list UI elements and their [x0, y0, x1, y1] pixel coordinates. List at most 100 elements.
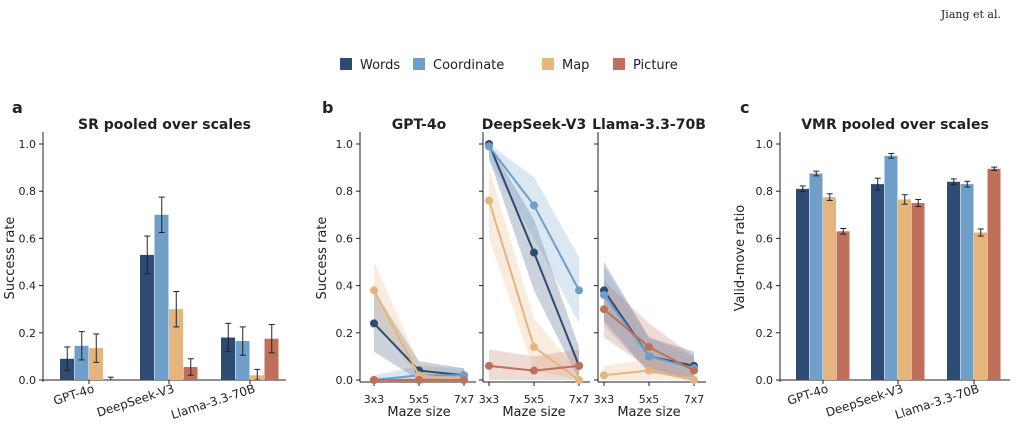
- panel-a-bar-words: [140, 254, 154, 380]
- panel-c-ylabel: Valid-move ratio: [733, 205, 748, 311]
- panel-b-sub1-point-picture: [415, 376, 423, 384]
- legend-label-picture: Picture: [633, 58, 678, 73]
- panel-b-sub2-point-map: [530, 342, 538, 351]
- panel-b-sub1-ytick-label: 0.4: [336, 280, 354, 293]
- panel-b-sub3-point-coordinate: [600, 291, 608, 300]
- panel-b-sub2-xtick-label: 3x3: [479, 393, 500, 406]
- panel-c-bar-picture: [911, 203, 925, 380]
- panel-c-bar-coordinate: [809, 173, 823, 380]
- panel-c-bar-coordinate: [884, 155, 898, 380]
- panel-c-ytick-label: 1.0: [756, 138, 774, 151]
- panel-b-sub2-point-picture: [485, 361, 493, 370]
- panel-a-ytick-label: 0.4: [19, 280, 37, 293]
- panel-c-bar-picture: [987, 168, 1001, 380]
- panel-b-sub2-point-picture: [575, 361, 583, 370]
- panel-b-sub2-band-coordinate: [489, 144, 579, 324]
- panel-a-ytick-label: 0.0: [19, 374, 37, 387]
- panel-a-bar-map: [169, 309, 183, 380]
- panel-c-ytick-label: 0.6: [756, 232, 774, 245]
- panel-a-bar-coordinate: [74, 345, 89, 380]
- panel-b-sub1-ytick-label: 0.0: [336, 374, 354, 387]
- panel-b-sub1-point-picture: [370, 376, 378, 384]
- legend-swatch-words: [340, 58, 352, 70]
- panel-c-letter: c: [740, 98, 749, 117]
- panel-c-ytick-label: 0.8: [756, 185, 774, 198]
- panel-b-sub2-xlabel: Maze size: [502, 405, 565, 420]
- panel-b-sub1-title: GPT-4o: [392, 117, 447, 133]
- panel-b-sub1-xtick-label: 5x5: [409, 393, 430, 406]
- panel-a-xtick-label: DeepSeek-V3: [95, 382, 176, 420]
- panel-c-xtick-label: Llama-3.3-70B: [893, 382, 981, 422]
- panel-c-bar-words: [796, 188, 809, 380]
- panel-b-sub3-title: Llama-3.3-70B: [592, 117, 706, 133]
- panel-b-sub2-point-coordinate: [575, 286, 583, 295]
- panel-b-sub3-band-picture: [604, 280, 694, 380]
- panel-c-bar-map: [974, 232, 987, 380]
- panel-a-xtick-label: GPT-4o: [52, 382, 96, 408]
- panel-a-bar-coordinate: [154, 214, 169, 380]
- panel-b-sub1-point-map: [370, 286, 378, 295]
- panel-b-sub1-xtick-label: 7x7: [454, 393, 475, 406]
- panel-b-sub2-band-map: [489, 167, 579, 380]
- panel-a-title: SR pooled over scales: [78, 117, 251, 133]
- panel-c-title: VMR pooled over scales: [801, 117, 989, 133]
- panel-b-sub2-xtick-label: 5x5: [524, 393, 545, 406]
- panel-c-xtick-label: GPT-4o: [786, 382, 830, 408]
- panel-b-sub2-xtick-label: 7x7: [569, 393, 590, 406]
- panel-b-sub1-ytick-label: 0.6: [336, 232, 354, 245]
- panel-b-sub3-point-map: [600, 371, 608, 380]
- legend-swatch-coordinate: [413, 58, 425, 70]
- panel-b-sub3-xlabel: Maze size: [617, 405, 680, 420]
- panel-b-sub1-point-words: [370, 319, 378, 328]
- panel-b-sub1-band-map: [374, 262, 464, 380]
- panel-b-sub3-point-picture: [600, 305, 608, 314]
- panel-b-sub1-point-picture: [460, 376, 468, 384]
- panel-c-bar-map: [823, 197, 836, 380]
- panel-b-sub1-xlabel: Maze size: [387, 405, 450, 420]
- panel-b-sub3-xtick-label: 5x5: [639, 393, 660, 406]
- panel-b-sub3-xtick-label: 7x7: [684, 393, 705, 406]
- panel-a-bar-map: [89, 348, 103, 380]
- panel-b-sub1-ytick-label: 0.2: [336, 327, 354, 340]
- panel-c-ytick-label: 0.2: [756, 327, 774, 340]
- panel-b-sub3-point-map: [690, 376, 698, 384]
- panel-a-xtick-label: Llama-3.3-70B: [169, 382, 257, 422]
- legend-swatch-map: [542, 58, 554, 70]
- panel-c-bar-picture: [836, 231, 850, 380]
- panel-c-xtick-label: DeepSeek-V3: [824, 382, 905, 420]
- panel-b-sub2-band-words: [489, 144, 579, 380]
- panel-a-ytick-label: 0.6: [19, 232, 37, 245]
- panel-b-letter: b: [322, 98, 333, 117]
- panel-b-sub2-point-picture: [530, 366, 538, 375]
- panel-b-sub2-point-map: [575, 376, 583, 384]
- panel-c-ytick-label: 0.0: [756, 374, 774, 387]
- panel-a-ytick-label: 0.2: [19, 327, 37, 340]
- running-head: Jiang et al.: [940, 8, 1001, 21]
- panel-b-sub3-point-map: [645, 366, 653, 375]
- panel-a-bar-picture: [264, 338, 279, 380]
- panel-b-sub2-title: DeepSeek-V3: [482, 117, 586, 133]
- panel-a-bar-words: [221, 337, 235, 380]
- panel-a-ytick-label: 1.0: [19, 138, 37, 151]
- panel-b-sub2-point-coordinate: [530, 201, 538, 210]
- panel-b-sub3-xtick-label: 3x3: [594, 393, 615, 406]
- panel-a-bar-coordinate: [235, 341, 250, 380]
- panel-b-sub1-xtick-label: 3x3: [364, 393, 385, 406]
- panel-b-sub2-point-map: [485, 196, 493, 205]
- legend-label-words: Words: [360, 58, 400, 73]
- panel-b-sub1-ytick-label: 0.8: [336, 185, 354, 198]
- panel-c-bar-coordinate: [960, 184, 974, 380]
- panel-b-sub3-point-picture: [690, 366, 698, 375]
- panel-b-sub2-point-coordinate: [485, 142, 493, 151]
- panel-b-ylabel: Success rate: [315, 217, 330, 300]
- legend-label-coordinate: Coordinate: [433, 58, 504, 73]
- panel-b-sub3-band-coordinate: [604, 266, 694, 378]
- panel-c-bar-map: [898, 199, 911, 380]
- panel-b-sub2-band-picture: [489, 349, 579, 380]
- legend-label-map: Map: [562, 58, 589, 73]
- panel-c-bar-words: [947, 181, 960, 380]
- panel-c-bar-words: [871, 184, 884, 380]
- panel-b-sub3-point-picture: [645, 342, 653, 351]
- panel-b-sub3-band-words: [604, 262, 694, 378]
